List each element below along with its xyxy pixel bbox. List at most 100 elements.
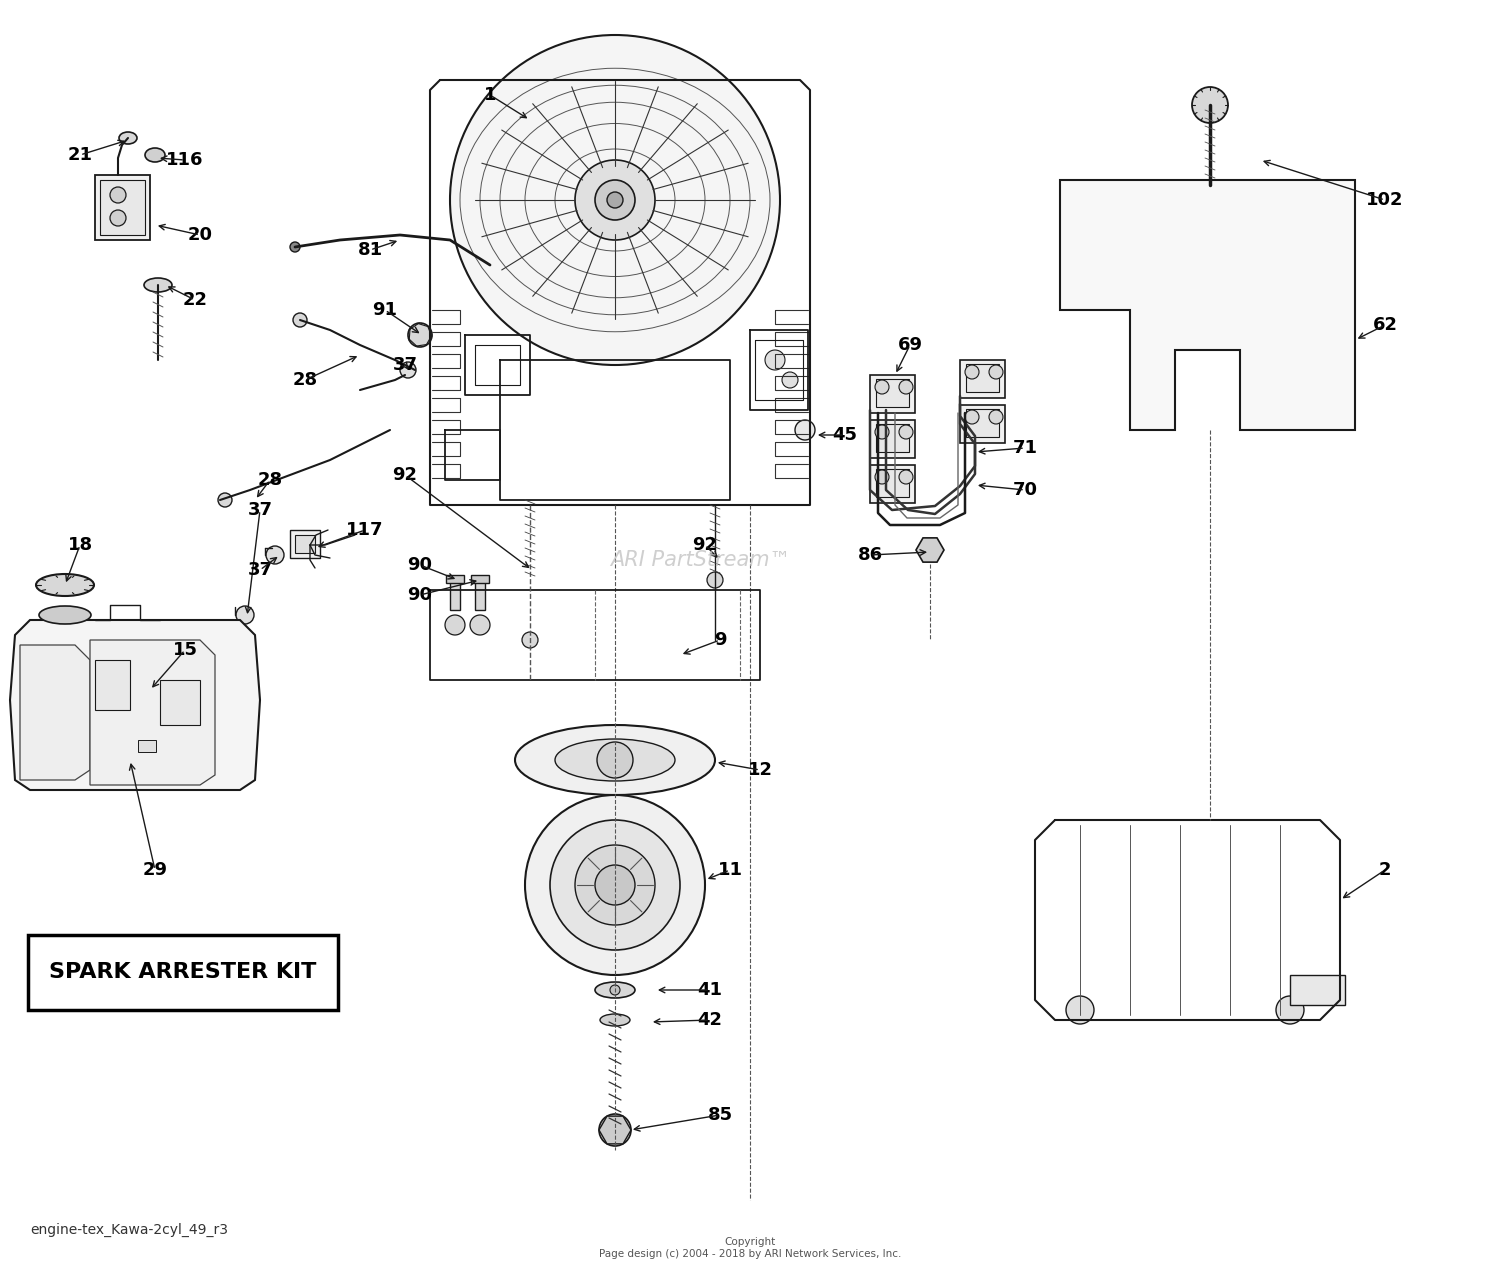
Text: 20: 20 xyxy=(188,225,213,245)
Ellipse shape xyxy=(514,725,715,795)
Circle shape xyxy=(964,364,980,378)
Ellipse shape xyxy=(144,278,172,292)
Text: 28: 28 xyxy=(258,471,282,489)
Circle shape xyxy=(525,795,705,975)
Circle shape xyxy=(898,380,914,394)
Text: 45: 45 xyxy=(833,426,858,445)
Circle shape xyxy=(874,426,890,440)
Bar xyxy=(471,575,489,583)
Bar xyxy=(290,530,320,558)
Circle shape xyxy=(598,1113,632,1147)
Bar xyxy=(296,535,315,553)
Circle shape xyxy=(596,180,634,220)
Bar xyxy=(94,660,130,710)
Text: engine-tex_Kawa-2cyl_49_r3: engine-tex_Kawa-2cyl_49_r3 xyxy=(30,1223,228,1237)
Circle shape xyxy=(470,615,490,634)
Text: 91: 91 xyxy=(372,301,398,318)
Circle shape xyxy=(706,572,723,589)
Text: 37: 37 xyxy=(248,501,273,519)
Circle shape xyxy=(266,547,284,564)
Circle shape xyxy=(898,470,914,484)
Text: 62: 62 xyxy=(1372,316,1398,334)
Circle shape xyxy=(217,493,232,507)
Circle shape xyxy=(522,632,538,648)
Circle shape xyxy=(574,845,656,925)
Circle shape xyxy=(400,362,416,378)
Circle shape xyxy=(110,187,126,203)
Circle shape xyxy=(292,313,308,327)
Text: 9: 9 xyxy=(714,631,726,648)
Circle shape xyxy=(290,242,300,252)
Bar xyxy=(966,364,999,392)
Text: 117: 117 xyxy=(346,521,384,539)
Circle shape xyxy=(1192,87,1228,124)
Ellipse shape xyxy=(555,739,675,781)
Bar xyxy=(100,180,146,234)
Ellipse shape xyxy=(36,575,94,596)
Bar xyxy=(28,935,338,1010)
Text: SPARK ARRESTER KIT: SPARK ARRESTER KIT xyxy=(50,962,316,982)
Circle shape xyxy=(988,364,1004,378)
Text: 71: 71 xyxy=(1013,440,1038,457)
Bar xyxy=(138,740,156,752)
Text: 81: 81 xyxy=(357,241,382,259)
Text: 42: 42 xyxy=(698,1012,723,1029)
Bar xyxy=(960,361,1005,397)
Ellipse shape xyxy=(596,982,634,998)
Text: 37: 37 xyxy=(248,561,273,578)
Polygon shape xyxy=(20,645,90,780)
Circle shape xyxy=(874,380,890,394)
Text: 37: 37 xyxy=(393,355,417,375)
Polygon shape xyxy=(90,640,214,785)
Circle shape xyxy=(110,210,126,225)
Circle shape xyxy=(597,741,633,778)
Bar xyxy=(160,680,200,725)
Text: Copyright
Page design (c) 2004 - 2018 by ARI Network Services, Inc.: Copyright Page design (c) 2004 - 2018 by… xyxy=(598,1237,902,1259)
Text: 116: 116 xyxy=(166,152,204,169)
Circle shape xyxy=(446,615,465,634)
Text: 28: 28 xyxy=(292,371,318,389)
Circle shape xyxy=(1066,996,1094,1024)
Text: 92: 92 xyxy=(393,466,417,484)
Circle shape xyxy=(765,350,784,369)
Text: 21: 21 xyxy=(68,147,93,164)
Polygon shape xyxy=(1060,180,1354,431)
Circle shape xyxy=(898,426,914,440)
Bar xyxy=(960,405,1005,443)
Text: 11: 11 xyxy=(717,861,742,879)
Polygon shape xyxy=(10,620,260,790)
Bar xyxy=(94,175,150,240)
Circle shape xyxy=(874,470,890,484)
Circle shape xyxy=(596,865,634,905)
Text: 69: 69 xyxy=(897,336,922,354)
Text: 92: 92 xyxy=(693,536,717,554)
Text: 15: 15 xyxy=(172,641,198,659)
Bar xyxy=(870,420,915,457)
Text: 102: 102 xyxy=(1366,191,1404,209)
Ellipse shape xyxy=(39,606,92,624)
Bar xyxy=(450,580,460,610)
Bar xyxy=(476,580,484,610)
Ellipse shape xyxy=(118,132,136,144)
Text: 29: 29 xyxy=(142,861,168,879)
Text: 70: 70 xyxy=(1013,482,1038,499)
Text: 86: 86 xyxy=(858,547,882,564)
Bar xyxy=(876,469,909,497)
Text: 18: 18 xyxy=(68,536,93,554)
Bar xyxy=(876,378,909,406)
Circle shape xyxy=(782,372,798,389)
Bar xyxy=(1290,975,1346,1005)
Circle shape xyxy=(964,410,980,424)
Ellipse shape xyxy=(600,1014,630,1026)
Ellipse shape xyxy=(146,148,165,162)
Text: 2: 2 xyxy=(1378,861,1392,879)
Bar xyxy=(966,409,999,437)
Text: 22: 22 xyxy=(183,290,207,310)
Circle shape xyxy=(236,606,254,624)
Bar xyxy=(446,575,464,583)
Circle shape xyxy=(1276,996,1304,1024)
Text: ARI PartStream™: ARI PartStream™ xyxy=(609,550,790,569)
Circle shape xyxy=(550,820,680,950)
Text: 85: 85 xyxy=(708,1106,732,1124)
Bar xyxy=(870,465,915,503)
